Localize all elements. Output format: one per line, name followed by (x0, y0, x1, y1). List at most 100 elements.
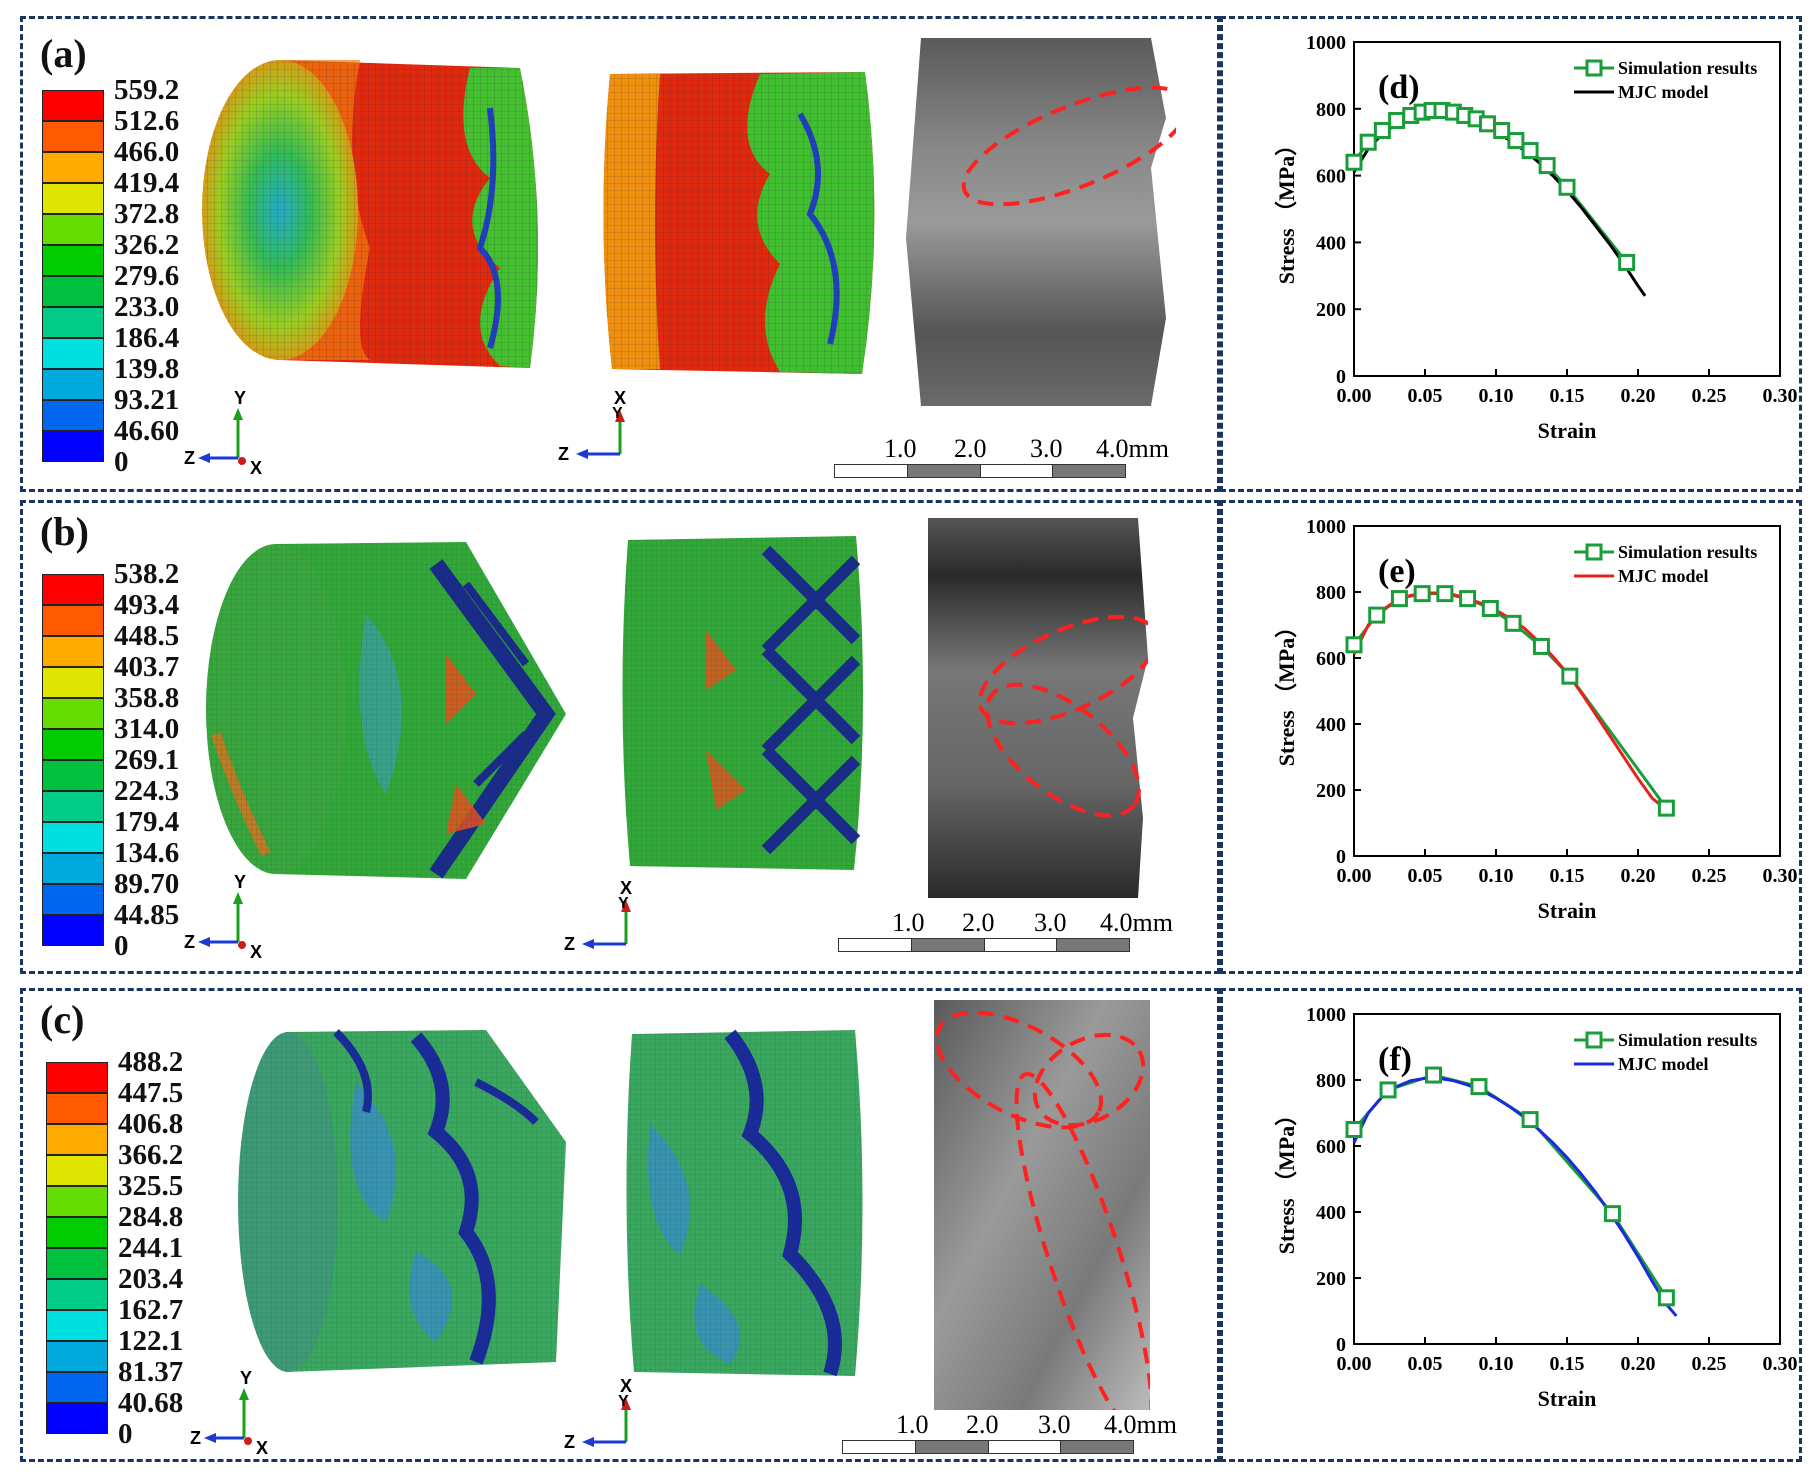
legend-swatch (42, 574, 104, 605)
sim-point (1657, 1289, 1675, 1307)
legend-swatch (42, 121, 104, 152)
legend-row: 46.60 (42, 415, 242, 475)
legend-row: 372.8 (42, 198, 242, 258)
y-tick-label: 0 (1336, 1334, 1346, 1356)
legend-swatch (46, 1124, 108, 1155)
sim-point (1470, 1078, 1488, 1096)
legend-value: 366.2 (118, 1139, 184, 1171)
legend-value: 403.7 (114, 651, 180, 683)
sim-point (1388, 111, 1406, 129)
legend-swatch (42, 605, 104, 636)
y-tick-label: 600 (1316, 1136, 1346, 1158)
stress-legend-a: 559.2 512.6 466.0 419.4 372.8 326.2 279.6 233.0… (42, 74, 242, 480)
x-tick-label: 0.20 (1621, 865, 1656, 887)
x-tick-label: 0.25 (1692, 865, 1727, 887)
scale-tick-4: 4.0mm (1104, 1410, 1177, 1439)
legend-value: 122.1 (118, 1325, 184, 1357)
sim-point (1413, 585, 1431, 603)
legend-swatch (42, 214, 104, 245)
sim-point (1603, 1205, 1621, 1223)
legend-swatch (42, 915, 104, 946)
legend-row: 559.2 (42, 74, 242, 134)
stress-strain-chart-d: 0.00 0.05 0.10 0.15 0.20 0.25 0.30 0 200 400 600 80… (1274, 32, 1798, 443)
legend-sim-label: Simulation results (1618, 1030, 1757, 1050)
axis-z-label: Z (184, 932, 195, 952)
x-tick-label: 0.00 (1337, 1353, 1372, 1375)
legend-model-label: MJC model (1618, 566, 1708, 586)
model-series-line (1352, 112, 1647, 297)
axis-y-label: Y (234, 388, 246, 408)
legend-swatch (46, 1186, 108, 1217)
scale-tick-1: 1.0 (896, 1410, 929, 1439)
mesh-cylinder-b2 (622, 536, 864, 870)
y-tick-label: 400 (1316, 1202, 1346, 1224)
x-tick-label: 0.20 (1621, 1353, 1656, 1375)
legend-value: 0 (114, 446, 129, 478)
chart-panel-label: (f) (1378, 1041, 1412, 1078)
legend-swatch (46, 1093, 108, 1124)
axis-z-label: Z (190, 1428, 201, 1448)
legend-row: 493.4 (42, 589, 242, 649)
y-tick-label: 600 (1316, 648, 1346, 670)
scale-bar-c: 1.0 2.0 3.0 4.0mm (842, 1410, 1212, 1458)
y-tick-label: 1000 (1306, 1004, 1346, 1026)
legend-row: 488.2 (46, 1046, 246, 1106)
y-axis-label: Stress （MPa） (1274, 1104, 1299, 1255)
legend-swatch (42, 884, 104, 915)
legend-value: 224.3 (114, 775, 180, 807)
axis-z-label: Z (558, 444, 569, 464)
axis-x-label: X (620, 878, 632, 898)
scale-tick-2: 2.0 (966, 1410, 999, 1439)
sim-point (1459, 590, 1477, 608)
legend-row: 406.8 (46, 1108, 246, 1168)
y-axis-label: Stress （MPa） (1274, 134, 1299, 285)
x-tick-label: 0.30 (1763, 865, 1798, 887)
x-tick-label: 0.20 (1621, 385, 1656, 407)
legend-row: 81.37 (46, 1356, 246, 1416)
legend-value: 419.4 (114, 167, 180, 199)
legend-row: 122.1 (46, 1325, 246, 1385)
scale-bar-b: 1.0 2.0 3.0 4.0mm (838, 908, 1208, 956)
legend-value: 447.5 (118, 1077, 184, 1109)
legend-value: 538.2 (114, 558, 180, 590)
legend-row: 448.5 (42, 620, 242, 680)
legend-row: 162.7 (46, 1294, 246, 1354)
scale-tick-3: 3.0 (1034, 908, 1067, 937)
scale-tick-1: 1.0 (884, 434, 917, 463)
axis-z-label: Z (564, 1432, 575, 1452)
legend-row: 466.0 (42, 136, 242, 196)
legend-row: 134.6 (42, 837, 242, 897)
chart-panel-label: (d) (1378, 69, 1420, 106)
axis-x-label: X (250, 458, 262, 478)
legend-swatch (42, 183, 104, 214)
axis-triad-b2: X Y Z (564, 878, 632, 954)
legend-value: 179.4 (114, 806, 180, 838)
legend-row: 40.68 (46, 1387, 246, 1447)
y-tick-label: 1000 (1306, 516, 1346, 538)
x-tick-label: 0.15 (1550, 865, 1585, 887)
axis-y-label: Y (240, 1368, 252, 1388)
legend-row: 512.6 (42, 105, 242, 165)
axis-triad-b1: Y Z X (184, 872, 262, 962)
x-tick-label: 0.00 (1337, 385, 1372, 407)
y-tick-label: 200 (1316, 1268, 1346, 1290)
legend-swatch (42, 152, 104, 183)
legend-value: 279.6 (114, 260, 180, 292)
x-tick-label: 0.05 (1408, 385, 1443, 407)
legend-swatch (42, 853, 104, 884)
sim-point (1345, 636, 1363, 654)
legend-row: 366.2 (46, 1139, 246, 1199)
legend-row: 314.0 (42, 713, 242, 773)
axis-z-label: Z (564, 934, 575, 954)
legend-value: 46.60 (114, 415, 180, 447)
legend-row: 269.1 (42, 744, 242, 804)
x-tick-label: 0.15 (1550, 1353, 1585, 1375)
legend-swatch (46, 1155, 108, 1186)
legend-row: 358.8 (42, 682, 242, 742)
legend-model-label: MJC model (1618, 82, 1708, 102)
legend-row: 233.0 (42, 291, 242, 351)
plot-frame (1353, 525, 1781, 857)
axis-triad-a2: X Y Z (558, 388, 626, 464)
axis-y-label: Y (612, 405, 623, 422)
legend-value: 40.68 (118, 1387, 184, 1419)
